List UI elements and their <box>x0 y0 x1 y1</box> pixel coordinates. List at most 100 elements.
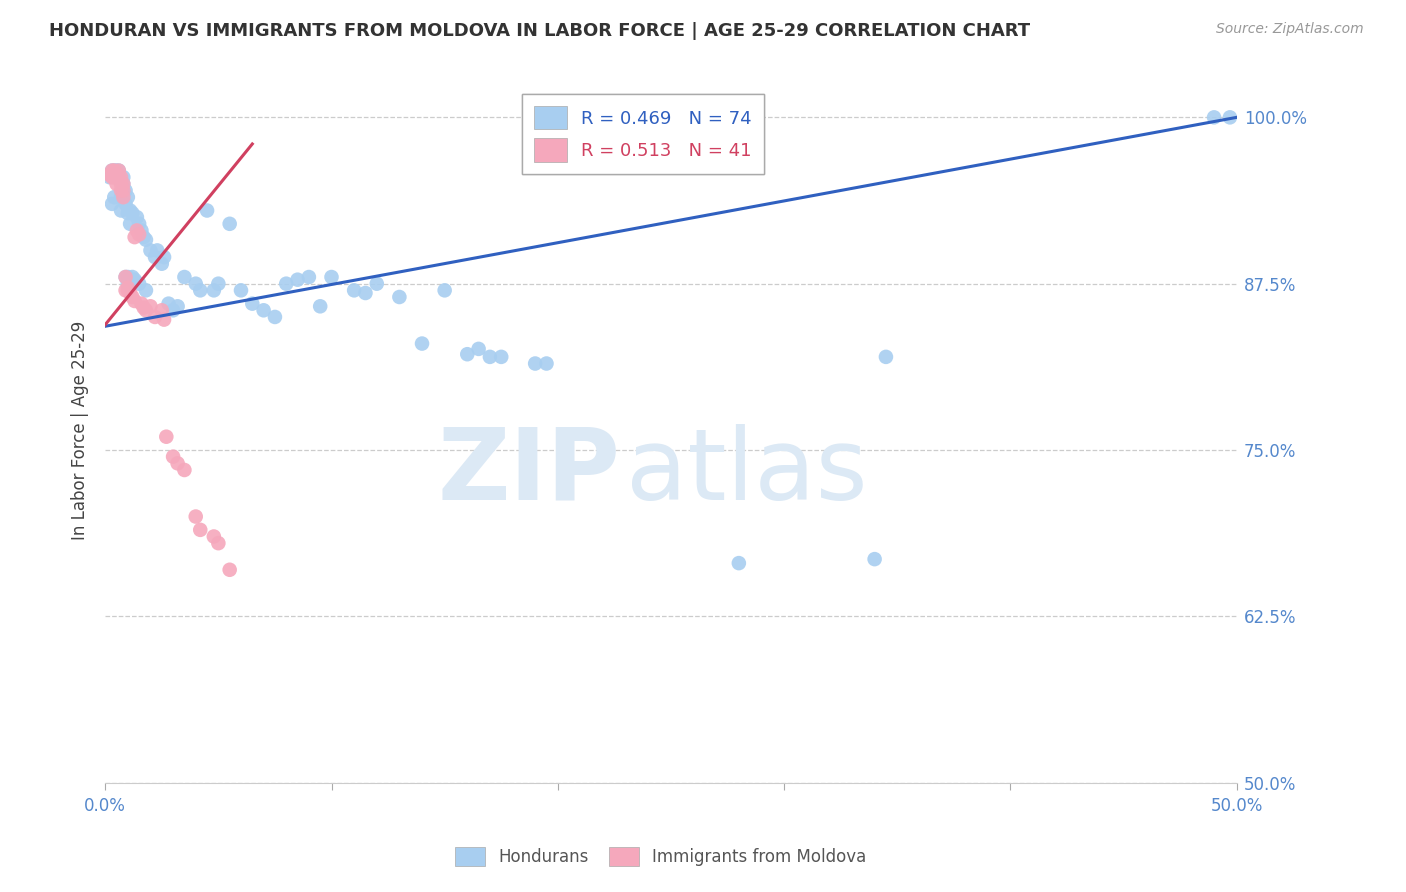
Point <box>128 227 150 242</box>
Point <box>536 357 558 371</box>
Point <box>131 296 153 310</box>
Point <box>110 170 132 185</box>
Point <box>155 430 177 444</box>
Point <box>114 270 136 285</box>
Point <box>863 552 886 566</box>
Point <box>105 163 128 178</box>
Point <box>103 163 125 178</box>
Point <box>188 523 211 537</box>
Point <box>433 283 456 297</box>
Point <box>354 285 377 300</box>
Text: atlas: atlas <box>626 424 868 521</box>
Legend: Hondurans, Immigrants from Moldova: Hondurans, Immigrants from Moldova <box>447 838 875 875</box>
Point <box>202 529 225 543</box>
Point <box>124 293 146 308</box>
Point <box>184 509 207 524</box>
Point <box>132 301 155 315</box>
Point <box>117 283 139 297</box>
Point <box>173 463 195 477</box>
Point <box>114 184 136 198</box>
Y-axis label: In Labor Force | Age 25-29: In Labor Force | Age 25-29 <box>72 320 89 540</box>
Point <box>240 296 263 310</box>
Point <box>107 170 129 185</box>
Point <box>107 170 129 185</box>
Point <box>366 277 388 291</box>
Point <box>131 223 153 237</box>
Point <box>135 303 157 318</box>
Point <box>124 230 146 244</box>
Point <box>120 217 142 231</box>
Point <box>112 184 135 198</box>
Point <box>105 170 128 185</box>
Point <box>105 177 128 191</box>
Legend: R = 0.469   N = 74, R = 0.513   N = 41: R = 0.469 N = 74, R = 0.513 N = 41 <box>522 94 765 174</box>
Point <box>727 556 749 570</box>
Point <box>110 184 132 198</box>
Point <box>207 277 229 291</box>
Point <box>478 350 501 364</box>
Point <box>287 273 309 287</box>
Point <box>128 217 150 231</box>
Point <box>166 456 188 470</box>
Point <box>112 177 135 191</box>
Point <box>101 163 124 178</box>
Point <box>188 283 211 297</box>
Point <box>153 250 176 264</box>
Point <box>150 303 173 318</box>
Point <box>117 206 139 220</box>
Point <box>112 184 135 198</box>
Point <box>114 270 136 285</box>
Point <box>218 563 240 577</box>
Point <box>252 303 274 318</box>
Point <box>135 233 157 247</box>
Point <box>121 270 143 285</box>
Point <box>110 190 132 204</box>
Point <box>166 299 188 313</box>
Point <box>114 283 136 297</box>
Point <box>298 270 321 285</box>
Point <box>207 536 229 550</box>
Point <box>117 270 139 285</box>
Point <box>343 283 366 297</box>
Point <box>121 290 143 304</box>
Point <box>128 277 150 291</box>
Text: Source: ZipAtlas.com: Source: ZipAtlas.com <box>1216 22 1364 37</box>
Point <box>264 310 287 324</box>
Text: HONDURAN VS IMMIGRANTS FROM MOLDOVA IN LABOR FORCE | AGE 25-29 CORRELATION CHART: HONDURAN VS IMMIGRANTS FROM MOLDOVA IN L… <box>49 22 1031 40</box>
Point <box>98 168 121 182</box>
Point <box>1202 111 1225 125</box>
Point <box>524 357 547 371</box>
Point <box>146 244 169 258</box>
Point <box>157 296 180 310</box>
Point <box>110 177 132 191</box>
Point <box>110 203 132 218</box>
Point <box>162 450 184 464</box>
Point <box>101 197 124 211</box>
Point <box>103 163 125 178</box>
Point <box>411 336 433 351</box>
Point <box>143 250 166 264</box>
Point <box>112 177 135 191</box>
Point <box>195 203 218 218</box>
Point <box>117 281 139 295</box>
Point <box>139 299 162 313</box>
Point <box>114 197 136 211</box>
Point <box>467 342 489 356</box>
Point <box>489 350 512 364</box>
Point <box>153 312 176 326</box>
Point <box>132 230 155 244</box>
Point <box>117 190 139 204</box>
Point <box>229 283 252 297</box>
Point <box>321 270 343 285</box>
Point <box>173 270 195 285</box>
Point <box>101 163 124 178</box>
Point <box>125 223 148 237</box>
Point <box>112 190 135 204</box>
Point <box>276 277 298 291</box>
Point <box>107 163 129 178</box>
Point <box>218 217 240 231</box>
Point <box>124 273 146 287</box>
Point <box>388 290 411 304</box>
Point <box>125 210 148 224</box>
Point <box>107 163 129 178</box>
